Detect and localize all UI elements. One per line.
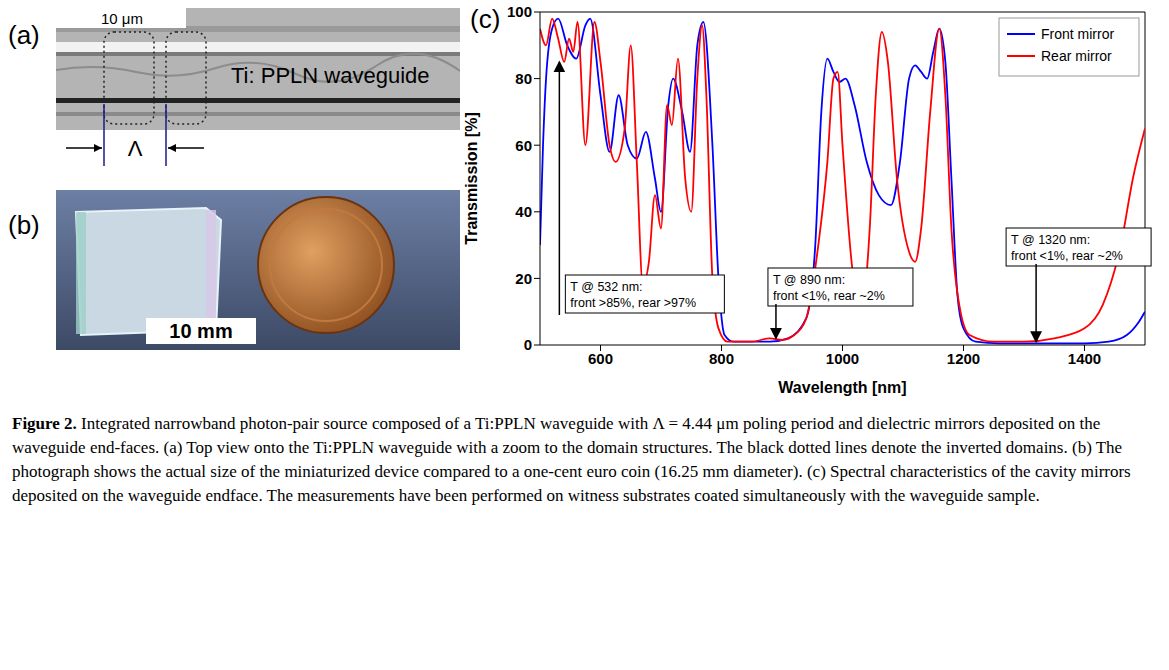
svg-text:T @ 890 nm:: T @ 890 nm: <box>773 273 845 287</box>
svg-text:Front mirror: Front mirror <box>1041 26 1114 42</box>
svg-text:front <1%, rear ~2%: front <1%, rear ~2% <box>773 289 885 303</box>
svg-text:100: 100 <box>507 3 532 20</box>
svg-text:1400: 1400 <box>1068 350 1101 367</box>
svg-text:800: 800 <box>709 350 734 367</box>
svg-text:1000: 1000 <box>826 350 859 367</box>
html-text:(b): (b) <box>8 210 40 240</box>
svg-text:20: 20 <box>515 270 532 287</box>
svg-text:10 μm: 10 μm <box>101 10 143 27</box>
svg-text:Transmission [%]: Transmission [%] <box>463 112 480 244</box>
svg-text:Ti: PPLN waveguide: Ti: PPLN waveguide <box>231 63 430 88</box>
svg-text:40: 40 <box>515 203 532 220</box>
svg-text:(c): (c) <box>470 4 500 34</box>
svg-text:60: 60 <box>515 137 532 154</box>
svg-text:10 mm: 10 mm <box>169 320 232 342</box>
html-text:Figure 2. Integrated narrowban: Figure 2. Integrated narrowband photon-p… <box>12 414 1131 505</box>
svg-text:Λ: Λ <box>128 136 143 161</box>
svg-text:80: 80 <box>515 70 532 87</box>
svg-text:T @ 532 nm:: T @ 532 nm: <box>570 280 642 294</box>
svg-text:Wavelength [nm]: Wavelength [nm] <box>778 379 906 396</box>
svg-text:600: 600 <box>588 350 613 367</box>
svg-text:front <1%, rear ~2%: front <1%, rear ~2% <box>1011 249 1123 263</box>
svg-text:T @ 1320 nm:: T @ 1320 nm: <box>1011 233 1090 247</box>
html-text:(a): (a) <box>8 20 40 50</box>
svg-text:0: 0 <box>524 336 532 353</box>
svg-text:Rear mirror: Rear mirror <box>1041 48 1112 64</box>
svg-text:front >85%, rear >97%: front >85%, rear >97% <box>570 296 696 310</box>
svg-text:1200: 1200 <box>947 350 980 367</box>
